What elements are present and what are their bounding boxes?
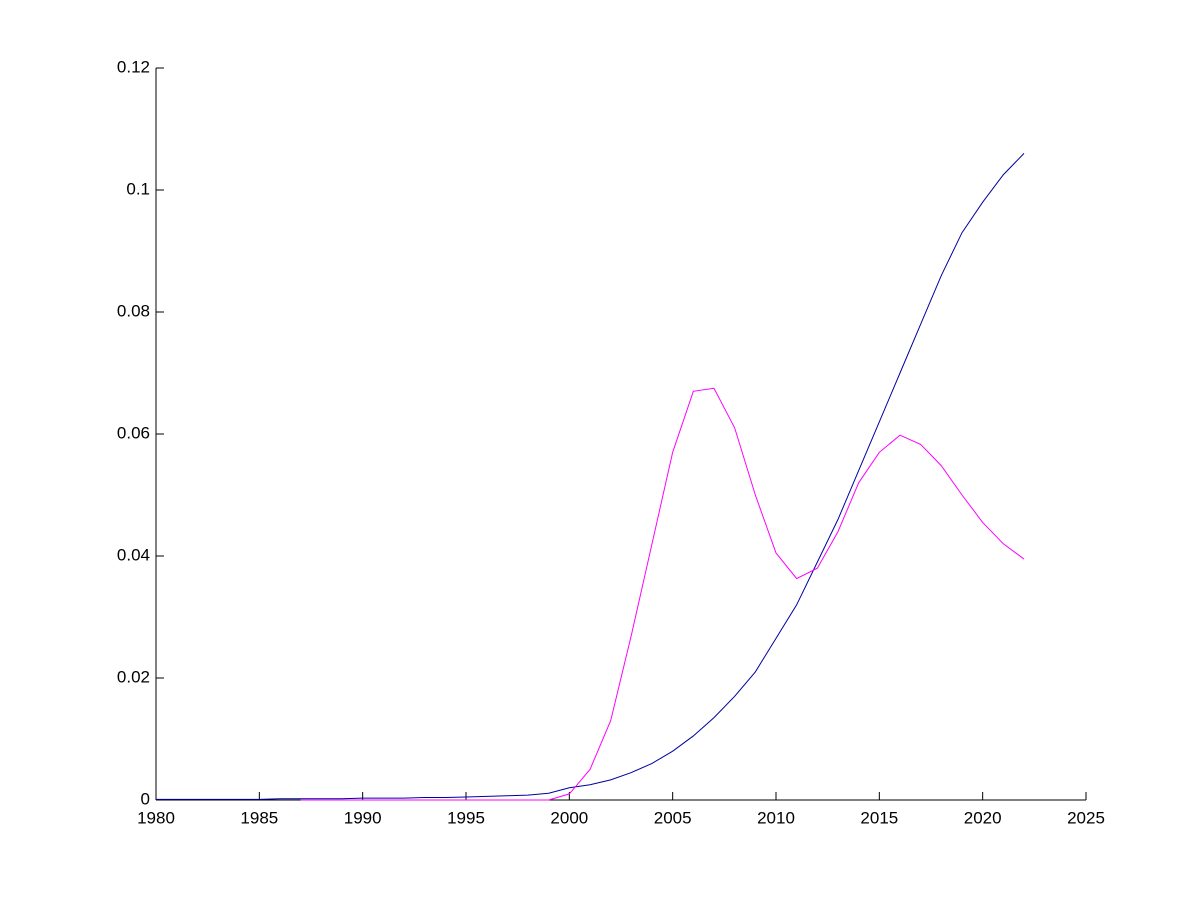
y-tick-label: 0.02	[117, 667, 150, 686]
x-tick-label: 2000	[550, 808, 588, 827]
y-tick-label: 0.08	[117, 301, 150, 320]
x-tick-label: 2015	[860, 808, 898, 827]
y-tick-label: 0.12	[117, 57, 150, 76]
x-tick-label: 2025	[1067, 808, 1105, 827]
x-tick-label: 2010	[757, 808, 795, 827]
y-tick-label: 0.06	[117, 423, 150, 442]
series-line	[300, 387, 1025, 801]
x-tick-label: 1990	[344, 808, 382, 827]
x-tick-label: 1980	[137, 808, 175, 827]
x-tick-label: 2005	[654, 808, 692, 827]
x-tick-label: 1985	[240, 808, 278, 827]
series-line	[156, 153, 1025, 800]
y-tick-label: 0.1	[126, 179, 150, 198]
y-tick-label: 0	[141, 789, 150, 808]
x-tick-label: 2020	[964, 808, 1002, 827]
x-tick-label: 1995	[447, 808, 485, 827]
y-tick-label: 0.04	[117, 545, 150, 564]
